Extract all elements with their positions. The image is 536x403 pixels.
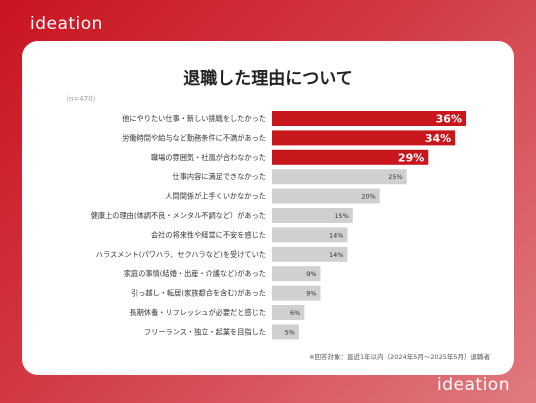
category-label: 家庭の事情(結婚・出産・介護など)があった — [124, 269, 266, 278]
category-label: 他にやりたい仕事・新しい挑戦をしたかった — [122, 114, 266, 123]
value-label: 25% — [388, 173, 402, 181]
bar — [272, 266, 321, 282]
value-label: 14% — [329, 231, 343, 239]
category-label: 会社の将来性や経営に不安を感じた — [151, 230, 266, 239]
bar — [272, 246, 348, 262]
category-label: フリーランス・独立・起業を目指した — [144, 327, 266, 336]
bar — [272, 324, 299, 340]
bar — [272, 111, 466, 126]
value-label: 9% — [306, 290, 316, 298]
category-label: 労働時間や給与など勤務条件に不満があった — [122, 133, 266, 142]
value-label: 20% — [361, 193, 375, 201]
value-label: 34% — [425, 132, 451, 145]
value-label: 14% — [329, 251, 343, 259]
content-card — [22, 41, 514, 375]
category-label: 引っ越し・転居(家族都合を含む)があった — [131, 289, 266, 298]
value-label: 6% — [290, 309, 300, 317]
bar — [272, 305, 305, 320]
sample-size-note: （n=470） — [62, 95, 100, 103]
bar — [272, 285, 321, 301]
value-label: 5% — [285, 328, 295, 336]
bar — [272, 149, 429, 165]
category-label: ハラスメント(パワハラ、セクハラなど)を受けていた — [96, 250, 266, 259]
chart-title: 退職した理由について — [183, 69, 353, 89]
bar — [272, 130, 456, 146]
brand-logo-top: ideation — [30, 14, 103, 34]
value-label: 29% — [398, 151, 424, 164]
bar — [272, 169, 407, 185]
category-label: 人間関係が上手くいかなかった — [165, 192, 266, 201]
category-label: 仕事内容に満足できなかった — [173, 172, 266, 181]
category-label: 長期休養・リフレッシュが必要だと感じた — [129, 308, 266, 317]
category-label: 職場の雰囲気・社風が合わなかった — [151, 153, 266, 162]
bar — [272, 208, 353, 223]
bar — [272, 188, 380, 204]
value-label: 15% — [334, 212, 348, 220]
category-label: 健康上の理由(体調不良・メンタル不調など）があった — [91, 211, 266, 220]
bar — [272, 227, 348, 243]
value-label: 9% — [306, 270, 316, 278]
value-label: 36% — [436, 113, 462, 126]
footnote: ※回答対象：直近1年以内（2024年5月〜2025年5月）退職者 — [309, 353, 490, 361]
brand-logo-bottom: ideation — [437, 375, 510, 395]
